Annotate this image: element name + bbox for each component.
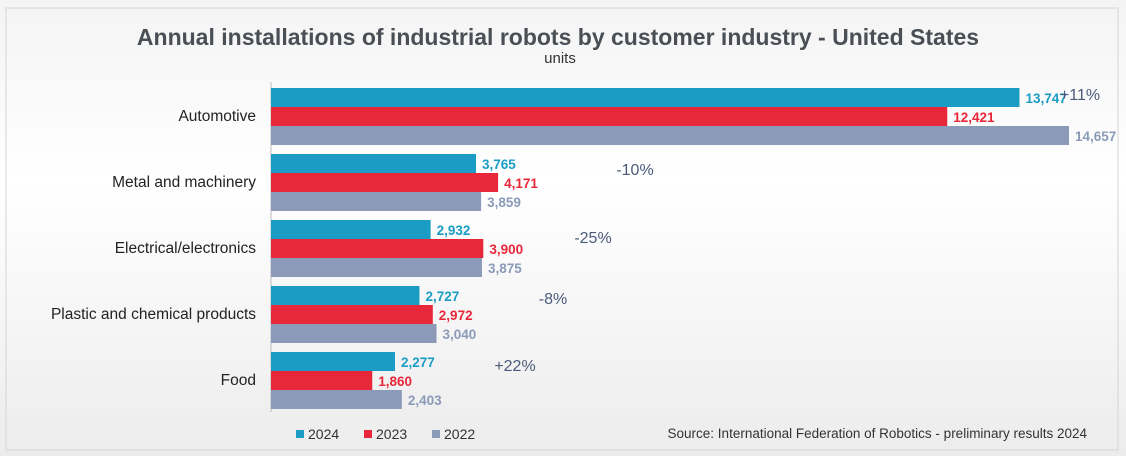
- data-label: 3,900: [489, 242, 523, 257]
- bar-2023: [271, 305, 433, 324]
- change-annotation: -25%: [574, 230, 611, 247]
- category-label: Electrical/electronics: [115, 240, 257, 257]
- data-label: 2,932: [437, 223, 471, 238]
- chart-frame: [5, 7, 1119, 451]
- data-label: 2,277: [401, 355, 435, 370]
- data-label: 3,859: [487, 195, 521, 210]
- legend-label: 2023: [376, 426, 407, 442]
- data-label: 3,875: [488, 261, 522, 276]
- bar-2024: [271, 286, 420, 305]
- legend-swatch-2023: [364, 430, 372, 438]
- bars-group: Automotive 13,747 12,421 14,657 +11% Metal an…: [51, 87, 1116, 409]
- bar-2022: [271, 258, 482, 277]
- bar-2023: [271, 371, 373, 390]
- category-label: Metal and machinery: [112, 174, 256, 191]
- data-label: 3,765: [482, 157, 516, 172]
- change-annotation: -8%: [539, 291, 567, 308]
- data-label: 2,403: [408, 393, 442, 408]
- source-note: Source: International Federation of Robo…: [668, 426, 1088, 441]
- legend-label: 2024: [308, 426, 339, 442]
- bar-2023: [271, 173, 499, 192]
- chart-title: Annual installations of industrial robot…: [137, 24, 979, 50]
- legend-label: 2022: [444, 426, 475, 442]
- bar-2022: [271, 324, 437, 343]
- data-label: 14,657: [1075, 129, 1116, 144]
- legend-swatch-2024: [296, 430, 304, 438]
- bar-2022: [271, 126, 1069, 145]
- category-label: Automotive: [178, 108, 256, 125]
- change-annotation: -10%: [616, 162, 653, 179]
- data-label: 13,747: [1025, 91, 1066, 106]
- legend-swatch-2022: [432, 430, 440, 438]
- bar-2023: [271, 239, 484, 258]
- bar-2022: [271, 192, 482, 211]
- bar-2024: [271, 154, 476, 173]
- category-label: Food: [221, 372, 256, 389]
- chart-subtitle: units: [544, 50, 576, 67]
- change-annotation: +22%: [494, 358, 535, 375]
- change-annotation: +11%: [1060, 87, 1100, 104]
- bar-2022: [271, 390, 402, 409]
- category-label: Plastic and chemical products: [51, 306, 256, 323]
- data-label: 12,421: [953, 110, 995, 125]
- bar-2024: [271, 88, 1020, 107]
- data-label: 2,972: [439, 308, 473, 323]
- data-label: 2,727: [425, 289, 459, 304]
- bar-2023: [271, 107, 948, 126]
- legend: 2024 2023 2022: [296, 426, 475, 442]
- bar-2024: [271, 352, 395, 371]
- data-label: 1,860: [378, 374, 412, 389]
- data-label: 3,040: [443, 327, 477, 342]
- bar-2024: [271, 220, 431, 239]
- data-label: 4,171: [504, 176, 538, 191]
